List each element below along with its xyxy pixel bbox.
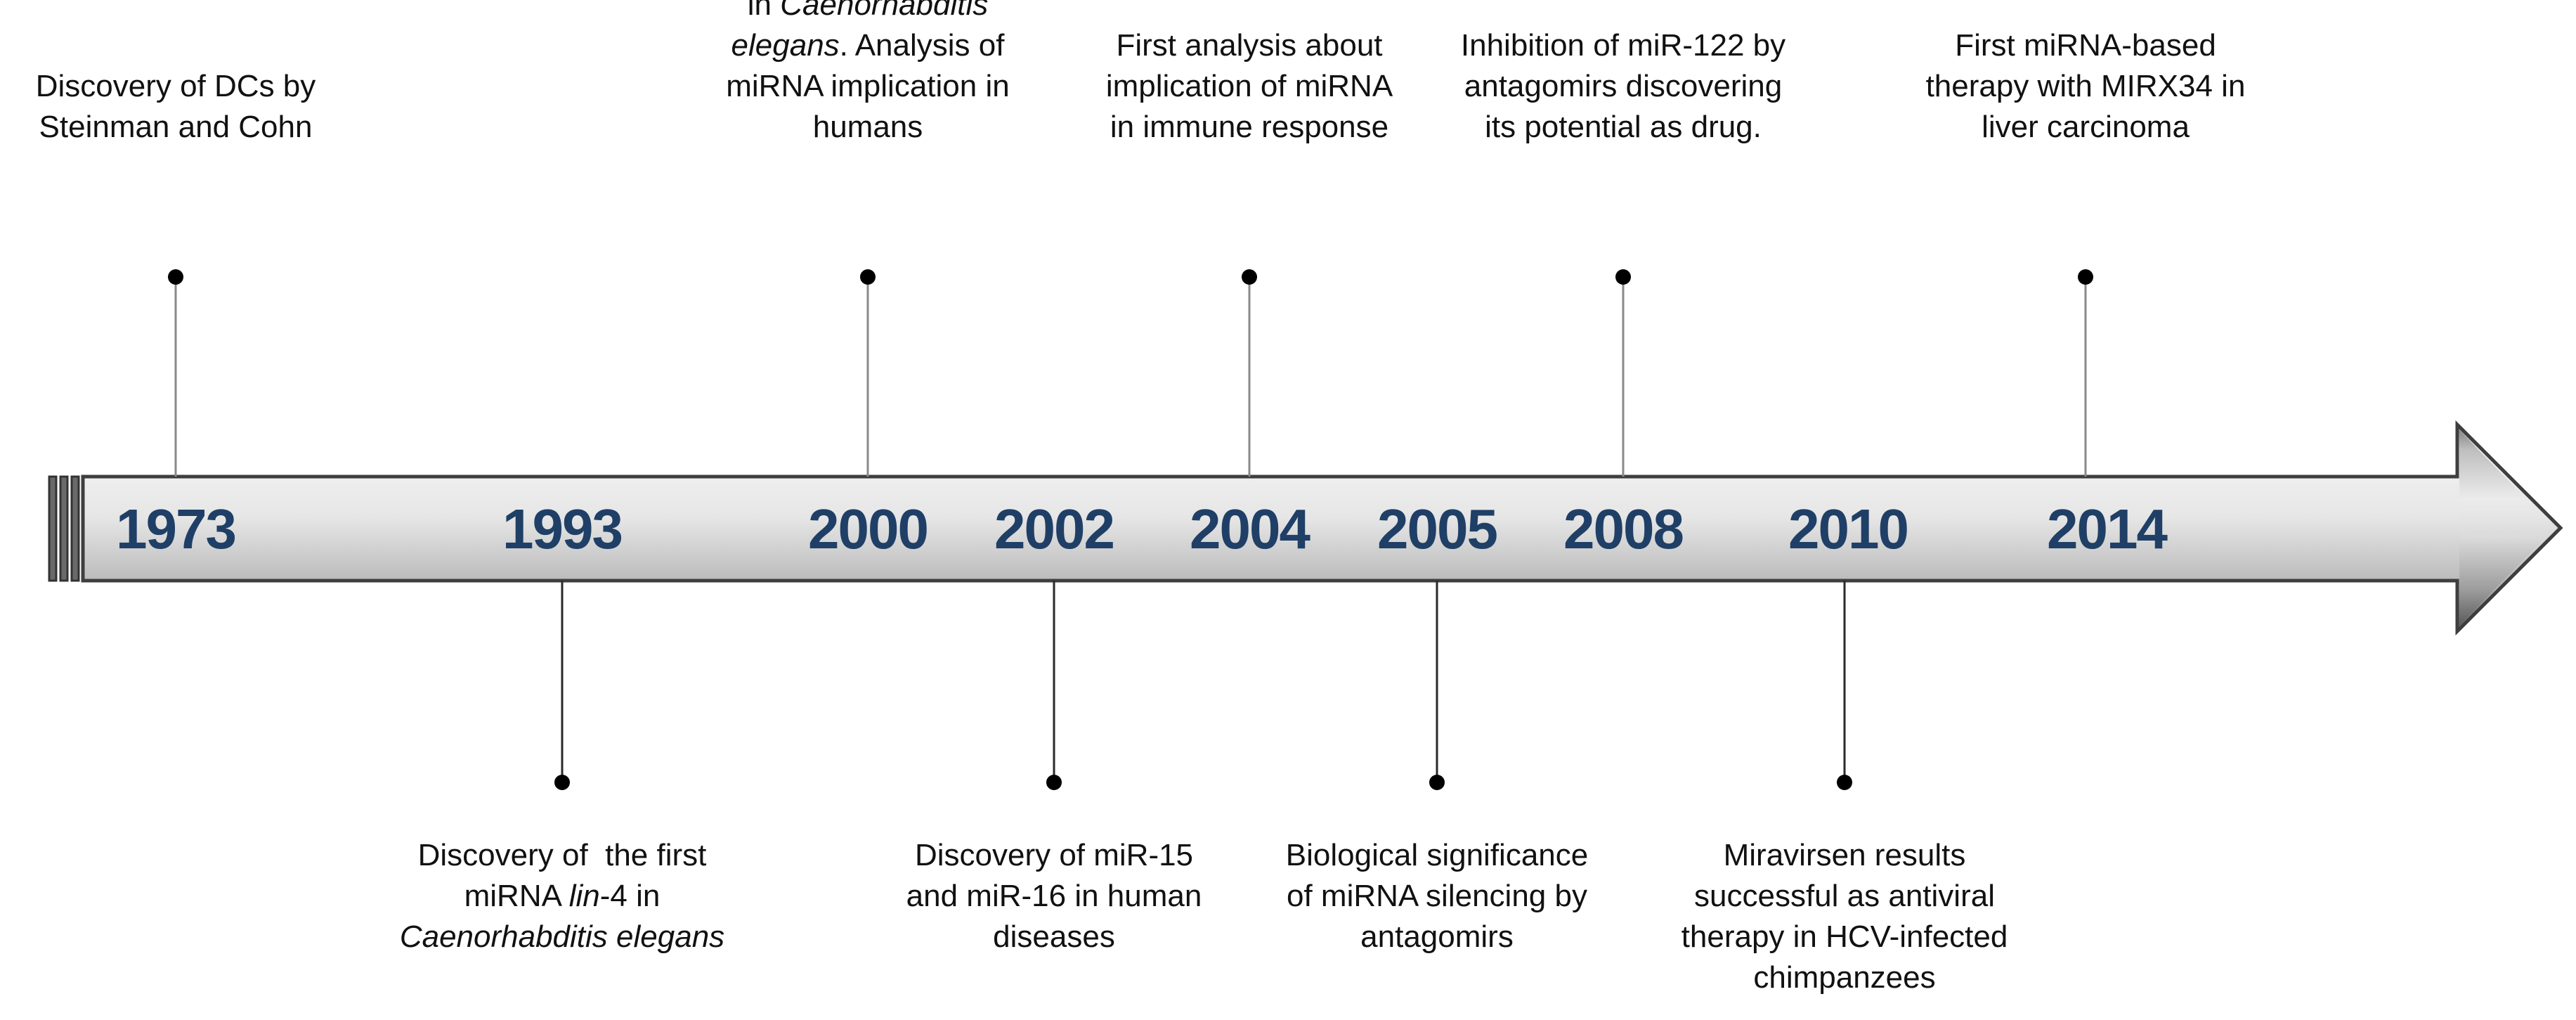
year-labels: 1973 1993 2000 2002 2004 2005 2008 2010 2014 [116,498,2169,560]
event-dot-2005 [1429,775,1445,790]
event-markers [168,269,2093,790]
event-text: of miRNA silencing by [1287,879,1587,913]
event-line: its potential as drug. [1461,107,1785,148]
event-description-2008: Inhibition of miR-122 by antagomirs disco… [1461,25,1785,148]
event-line: liver carcinoma [1926,107,2246,148]
event-text: therapy with MIRX34 in [1925,69,2246,103]
event-text: liver carcinoma [1982,110,2190,144]
event-description-2000: Discovery of miRNA let-7in Caenorhabditi… [696,0,1039,148]
year-label-2002: 2002 [994,498,1114,560]
event-text: in [747,0,781,22]
event-line: miRNA lin-4 in [400,876,724,917]
event-dot-1993 [554,775,570,790]
event-line: in Caenorhabditis [696,0,1039,25]
event-line: miRNA implication in [696,66,1039,107]
event-line: and miR-16 in human [906,876,1202,917]
year-label-2000: 2000 [808,498,928,560]
event-line: therapy in HCV-infected [1681,917,2008,957]
event-line: First analysis about [1106,25,1393,66]
event-line: chimpanzees [1681,957,2008,998]
event-description-2002: Discovery of miR-15 and miR-16 in human di… [906,835,1202,957]
event-dot-2010 [1837,775,1852,790]
event-text: Steinman and Cohn [39,110,313,144]
arrow-shape [81,420,2563,636]
event-text: Caenorhabditis elegans [399,919,725,954]
event-line: in immune response [1106,107,1393,148]
event-text: Discovery of miR-15 [914,838,1194,872]
year-label-2008: 2008 [1563,498,1683,560]
event-description-2014: First miRNA-based therapy with MIRX34 in l… [1926,25,2246,148]
arrow-tail-stripe [70,475,80,582]
year-label-2010: 2010 [1788,498,1908,560]
arrow-head-shade [2459,430,2555,626]
event-text: -4 in [599,879,661,913]
event-text: . Analysis of [839,28,1005,63]
event-line: elegans. Analysis of [696,25,1039,66]
event-text: miRNA implication in [726,69,1010,103]
year-label-1993: 1993 [502,498,622,560]
event-dot-2014 [2078,269,2093,285]
event-text: Biological significance [1285,838,1589,872]
event-dot-2002 [1046,775,1062,790]
event-text: implication of miRNA [1105,69,1393,103]
event-description-2004: First analysis about implication of miRNA… [1106,25,1393,148]
event-dot-2008 [1615,269,1631,285]
event-text: antagomirs [1360,919,1514,954]
event-line: therapy with MIRX34 in [1926,66,2246,107]
event-line: humans [696,107,1039,148]
event-text: First analysis about [1116,28,1383,63]
event-dot-2004 [1242,269,1257,285]
event-text: Discovery of the first [417,838,707,872]
event-line: Miravirsen results [1681,835,2008,876]
event-text: First miRNA-based [1955,28,2216,63]
event-dot-1973 [168,269,183,285]
year-label-1973: 1973 [116,498,235,560]
arrow-tail-stripe [59,475,69,582]
event-line: diseases [906,917,1202,957]
event-text: miRNA [464,879,569,913]
event-text: and miR-16 in human [906,879,1202,913]
event-line: implication of miRNA [1106,66,1393,107]
event-line: Discovery of the first [400,835,724,876]
event-dot-2000 [860,269,876,285]
year-label-2005: 2005 [1377,498,1497,560]
event-line: of miRNA silencing by [1286,876,1588,917]
event-line: Discovery of miR-15 [906,835,1202,876]
event-line: Caenorhabditis elegans [400,917,724,957]
event-text: in immune response [1110,110,1389,144]
event-text: diseases [993,919,1115,954]
year-label-2014: 2014 [2047,498,2168,560]
event-text: antagomirs discovering [1464,69,1783,103]
event-text: Inhibition of miR-122 by [1460,28,1786,63]
arrow-tail-stripe [48,475,58,582]
event-text: Miravirsen results [1723,838,1966,872]
event-line: Discovery of DCs by [36,66,316,107]
event-line: successful as antiviral [1681,876,2008,917]
event-text: successful as antiviral [1694,879,1995,913]
event-line: Inhibition of miR-122 by [1461,25,1785,66]
event-text: therapy in HCV-infected [1681,919,2008,954]
event-description-1993: Discovery of the first miRNA lin-4 in Caen… [400,835,724,957]
event-text: its potential as drug. [1485,110,1762,144]
event-line: antagomirs [1286,917,1588,957]
event-line: antagomirs discovering [1461,66,1785,107]
event-text: chimpanzees [1753,960,1936,995]
event-text: lin [568,879,600,913]
event-text: Discovery of DCs by [35,69,316,103]
event-line: Steinman and Cohn [36,107,316,148]
event-description-2005: Biological significance of miRNA silencin… [1286,835,1588,957]
event-line: Biological significance [1286,835,1588,876]
event-text: elegans [731,28,840,63]
event-description-1973: Discovery of DCs by Steinman and Cohn [36,66,316,148]
event-text: humans [812,110,923,144]
year-label-2004: 2004 [1190,498,1310,560]
event-line: First miRNA-based [1926,25,2246,66]
event-text: Caenorhabditis [780,0,989,22]
timeline-arrow [48,420,2563,636]
event-description-2010: Miravirsen results successful as antivira… [1681,835,2008,998]
